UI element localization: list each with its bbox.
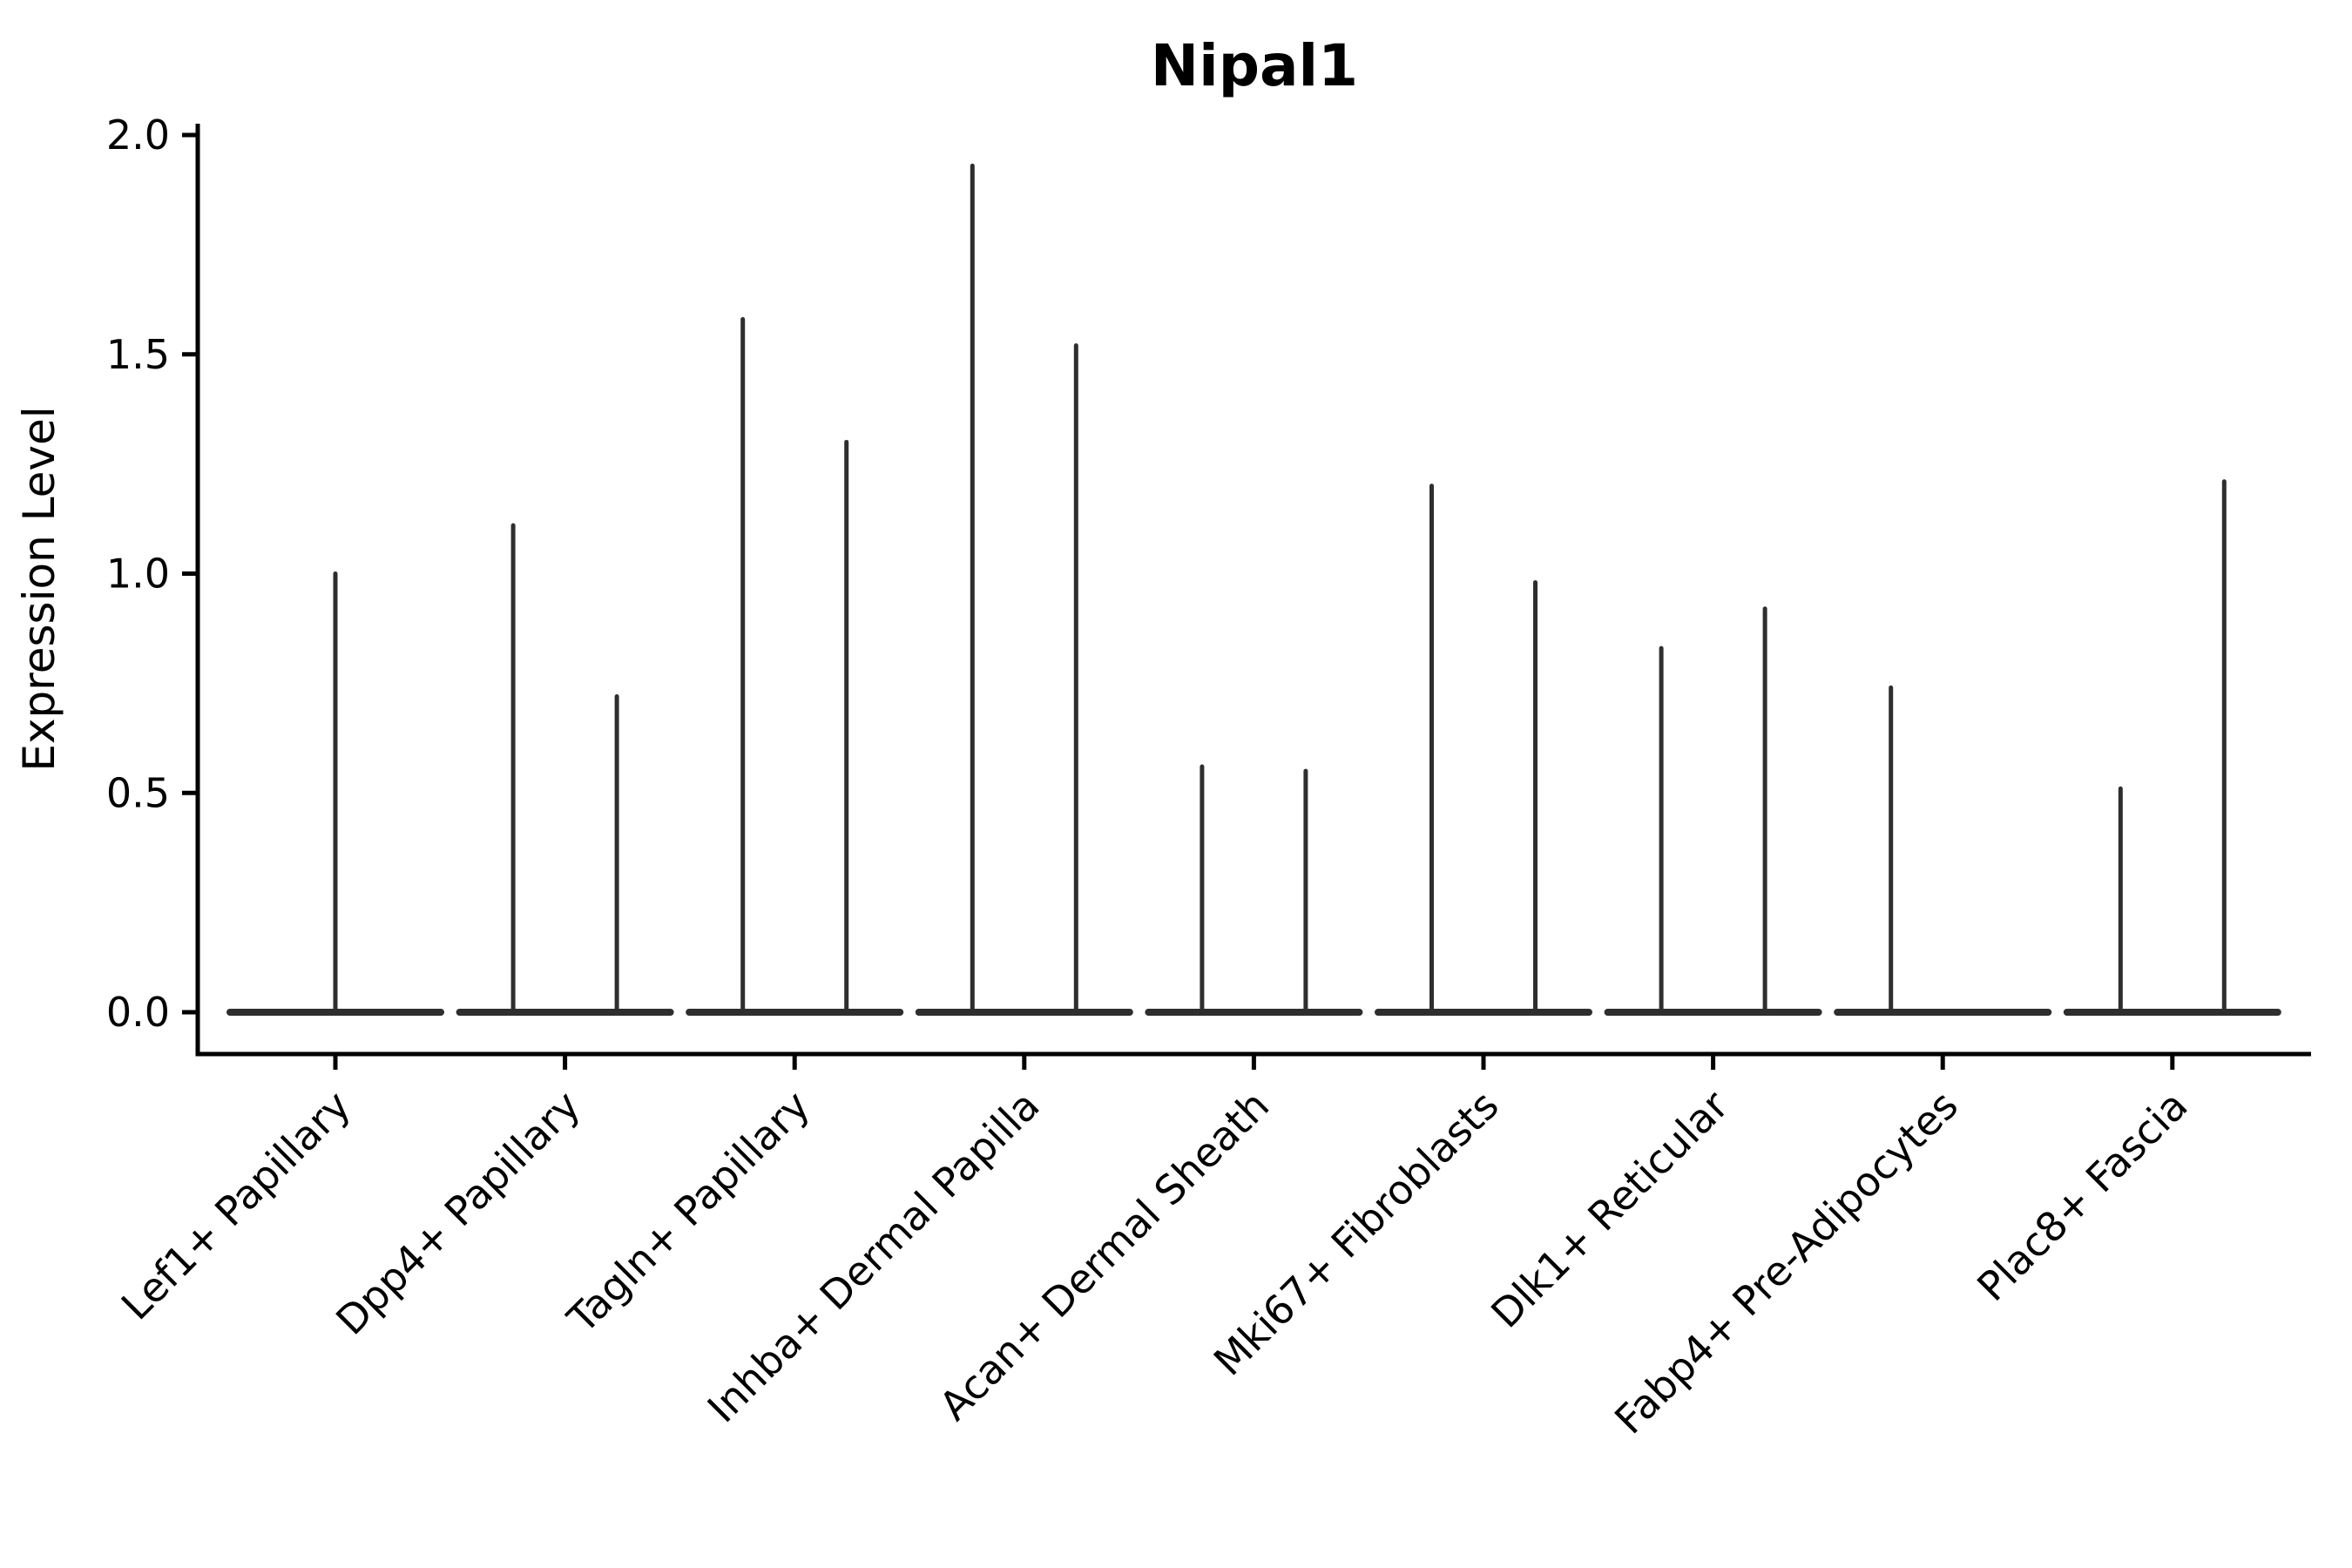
violins <box>226 163 2281 1016</box>
x-tick-label: Lef1+ Papillary <box>112 1082 360 1329</box>
y-axis-label: Expression Level <box>14 406 64 771</box>
y-tick-label: 2.0 <box>106 112 170 159</box>
x-tick-label: Dpp4+ Papillary <box>327 1082 589 1344</box>
y-tick-label: 0.0 <box>106 989 170 1036</box>
x-tick-label: Plac8+ Fascia <box>1968 1082 2196 1310</box>
y-tick-label: 1.5 <box>106 331 170 378</box>
chart-title: Nipal1 <box>1151 32 1358 99</box>
x-tick-label: Dlk1+ Reticular <box>1482 1082 1737 1337</box>
x-tick-label: Tagln+ Papillary <box>558 1082 819 1343</box>
y-tick-label: 0.5 <box>106 769 170 816</box>
y-tick-label: 1.0 <box>106 551 170 598</box>
